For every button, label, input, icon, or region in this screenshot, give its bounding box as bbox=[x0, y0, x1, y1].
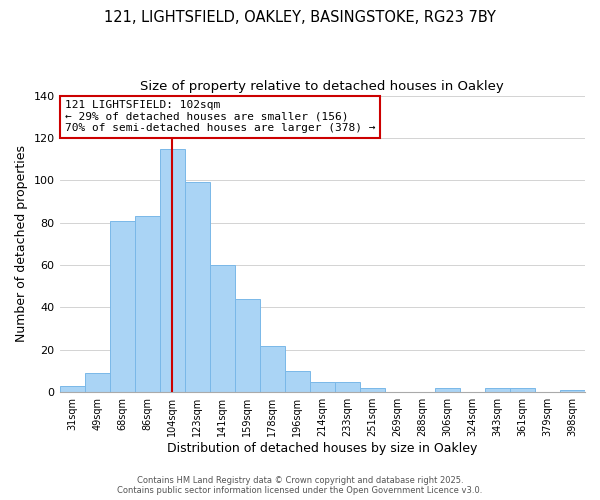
Bar bbox=[310, 382, 335, 392]
Text: 121, LIGHTSFIELD, OAKLEY, BASINGSTOKE, RG23 7BY: 121, LIGHTSFIELD, OAKLEY, BASINGSTOKE, R… bbox=[104, 10, 496, 25]
Bar bbox=[485, 388, 510, 392]
X-axis label: Distribution of detached houses by size in Oakley: Distribution of detached houses by size … bbox=[167, 442, 478, 455]
Bar bbox=[85, 373, 110, 392]
Bar bbox=[560, 390, 585, 392]
Bar bbox=[209, 265, 235, 392]
Bar bbox=[185, 182, 209, 392]
Bar bbox=[335, 382, 360, 392]
Bar bbox=[235, 299, 260, 392]
Bar bbox=[360, 388, 385, 392]
Bar bbox=[110, 220, 134, 392]
Title: Size of property relative to detached houses in Oakley: Size of property relative to detached ho… bbox=[140, 80, 504, 93]
Bar bbox=[260, 346, 285, 392]
Text: Contains HM Land Registry data © Crown copyright and database right 2025.
Contai: Contains HM Land Registry data © Crown c… bbox=[118, 476, 482, 495]
Bar bbox=[285, 371, 310, 392]
Y-axis label: Number of detached properties: Number of detached properties bbox=[15, 146, 28, 342]
Text: 121 LIGHTSFIELD: 102sqm
← 29% of detached houses are smaller (156)
70% of semi-d: 121 LIGHTSFIELD: 102sqm ← 29% of detache… bbox=[65, 100, 375, 133]
Bar bbox=[435, 388, 460, 392]
Bar bbox=[134, 216, 160, 392]
Bar bbox=[160, 148, 185, 392]
Bar bbox=[59, 386, 85, 392]
Bar bbox=[510, 388, 535, 392]
